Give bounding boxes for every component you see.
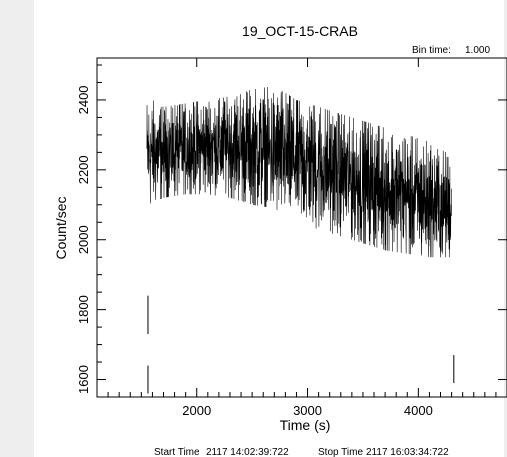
right-margin-strip <box>504 0 507 457</box>
y-tick-label: 1600 <box>76 365 91 394</box>
x-tick-label: 3000 <box>293 403 322 418</box>
x-tick-label: 4000 <box>404 403 433 418</box>
left-margin-strip <box>0 0 34 457</box>
x-tick-label: 2000 <box>182 403 211 418</box>
footer-stop-label: Stop Time <box>318 447 363 457</box>
y-axis: 1600 1800 2000 2200 2400 <box>76 64 507 394</box>
plot-frame <box>96 57 507 398</box>
footer-start-value: 2117 14:02:39:722 <box>206 447 289 457</box>
bin-time-label: Bin time: <box>412 45 451 56</box>
y-axis-label: Count/sec <box>53 196 69 259</box>
y-tick-label: 2200 <box>76 155 91 184</box>
footer-start-label: Start Time <box>154 447 200 457</box>
y-tick-label: 1800 <box>76 295 91 324</box>
bin-time-value: 1.000 <box>465 45 490 56</box>
x-axis: 2000 3000 4000 <box>107 58 497 418</box>
light-curve-series <box>146 86 452 258</box>
y-tick-label: 2000 <box>76 225 91 254</box>
plot-area <box>146 86 455 394</box>
y-tick-label: 2400 <box>76 85 91 114</box>
footer-stop-value: 2117 16:03:34:722 <box>366 447 449 457</box>
chart-title: 19_OCT-15-CRAB <box>242 23 358 39</box>
x-axis-label: Time (s) <box>280 417 331 433</box>
